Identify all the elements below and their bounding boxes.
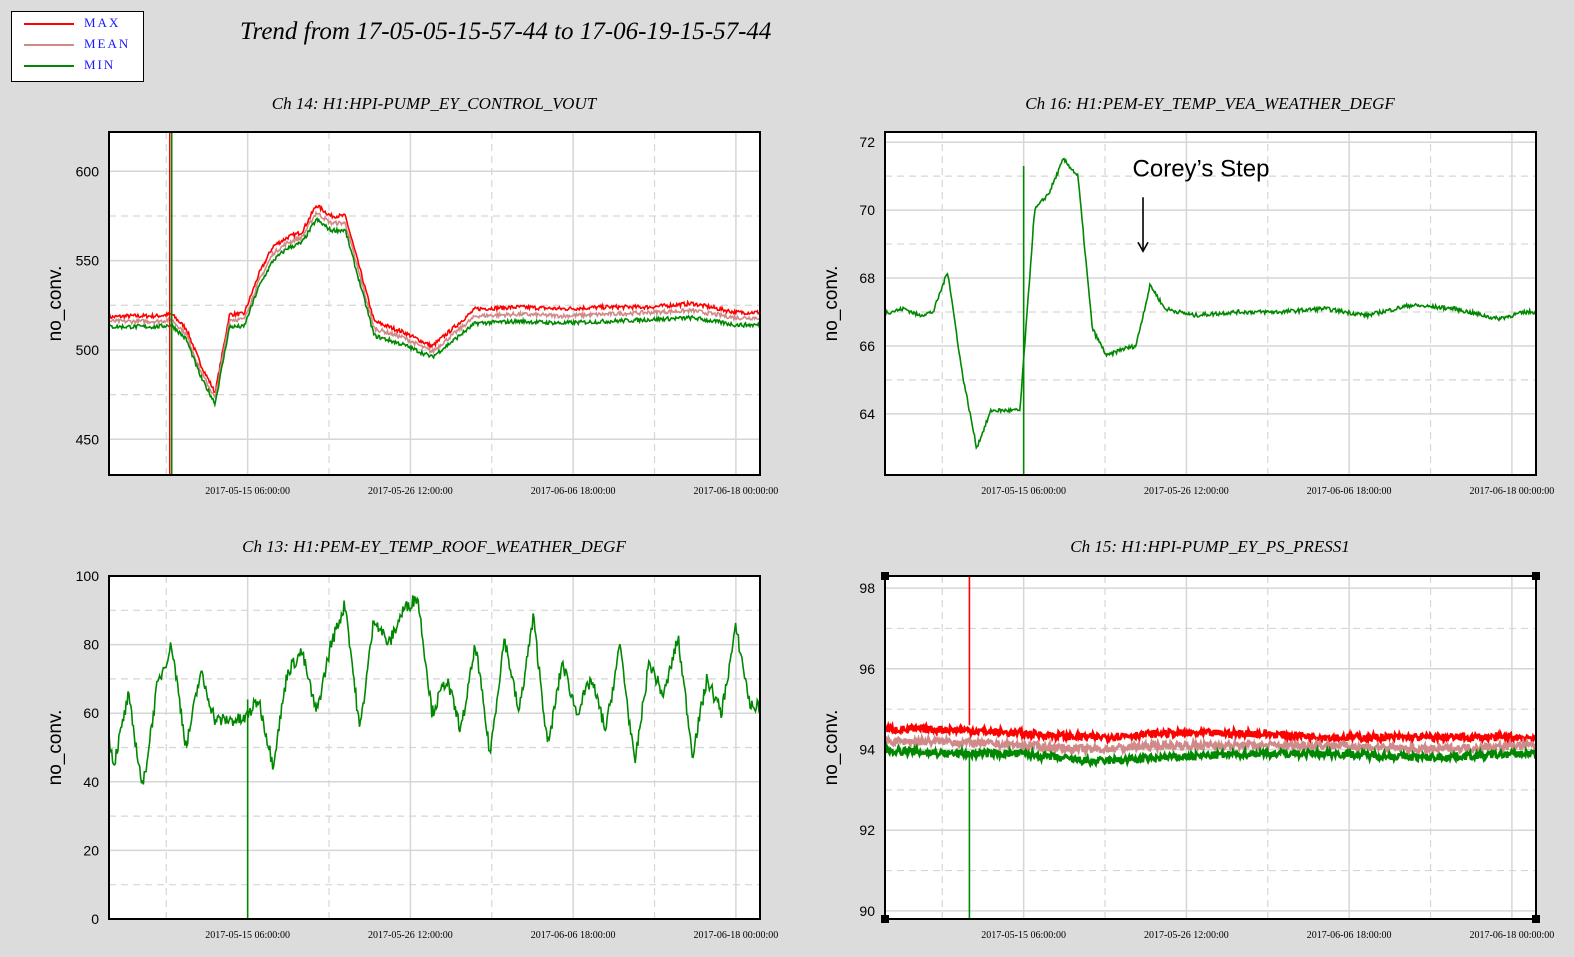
x-tick-label: 2017-05-26 12:00:00 <box>1144 486 1229 497</box>
x-tick-label: 2017-06-18 00:00:00 <box>694 486 779 497</box>
series-group <box>109 132 760 475</box>
y-tick-label: 94 <box>859 742 875 758</box>
plot-frame <box>108 131 761 476</box>
chart-title-ch15: Ch 15: H1:HPI-PUMP_EY_PS_PRESS1 <box>1070 537 1350 556</box>
series-line-mean <box>109 210 760 399</box>
x-tick-label: 2017-05-26 12:00:00 <box>1144 930 1229 941</box>
x-tick-label: 2017-05-15 06:00:00 <box>981 486 1066 497</box>
chart-panel-2: 0 20 40 60 80 100 2017-05-15 06:00:00 2017-05-2… <box>45 568 778 941</box>
y-tick-label: 0 <box>91 911 99 927</box>
selection-handle[interactable] <box>1532 572 1540 580</box>
series-group <box>885 157 1536 475</box>
series-line-max <box>885 720 1536 747</box>
legend-item-min: MIN <box>12 57 143 77</box>
selection-handle[interactable] <box>881 572 889 580</box>
y-tick-label: 100 <box>76 568 100 584</box>
chart-panel-3: 90 92 94 96 98 2017-05-15 06:00:00 2017-05-26 … <box>821 572 1554 941</box>
y-axis-label: no_conv. <box>45 266 66 342</box>
plot-frame <box>108 575 761 920</box>
page-title: Trend from 17-05-05-15-57-44 to 17-06-19… <box>240 18 772 45</box>
y-tick-label: 40 <box>83 774 99 790</box>
y-tick-label: 60 <box>83 705 99 721</box>
plot-area <box>109 132 760 475</box>
y-tick-label: 90 <box>859 903 875 919</box>
x-tick-label: 2017-06-06 18:00:00 <box>531 930 616 941</box>
x-tick-label: 2017-05-15 06:00:00 <box>205 930 290 941</box>
plot-frame <box>884 131 1537 476</box>
x-tick-label: 2017-05-15 06:00:00 <box>981 930 1066 941</box>
chart-panel-0: 450 500 550 600 2017-05-15 06:00:00 2017-05-2… <box>45 131 779 497</box>
legend-item-mean: MEAN <box>12 36 143 56</box>
series-line-min <box>109 217 760 408</box>
legend-swatch-mean <box>24 44 74 46</box>
x-tick-label: 2017-05-15 06:00:00 <box>205 486 290 497</box>
x-tick-label: 2017-06-06 18:00:00 <box>1307 486 1392 497</box>
series-line-max <box>109 204 760 394</box>
chart-title-ch16: Ch 16: H1:PEM-EY_TEMP_VEA_WEATHER_DEGF <box>1025 94 1395 113</box>
y-tick-label: 92 <box>859 822 875 838</box>
series-line-mean <box>885 732 1536 758</box>
x-tick-label: 2017-06-06 18:00:00 <box>531 486 616 497</box>
chart-title-ch14: Ch 14: H1:HPI-PUMP_EY_CONTROL_VOUT <box>271 94 597 113</box>
y-tick-label: 500 <box>76 342 100 358</box>
chart-title-ch13: Ch 13: H1:PEM-EY_TEMP_ROOF_WEATHER_DEGF <box>242 537 626 556</box>
series-line-min <box>885 742 1536 769</box>
legend-label-min: MIN <box>84 57 116 72</box>
legend-label-max: MAX <box>84 15 121 30</box>
annotation-text: Corey’s Step <box>1133 155 1270 182</box>
y-tick-label: 64 <box>859 406 875 422</box>
y-tick-label: 450 <box>76 431 100 447</box>
y-tick-label: 20 <box>83 842 99 858</box>
legend-swatch-min <box>24 65 74 67</box>
annotation-arrowhead <box>1137 241 1149 253</box>
selection-handle[interactable] <box>881 915 889 923</box>
legend: MAX MEAN MIN <box>11 11 144 82</box>
y-tick-label: 70 <box>859 202 875 218</box>
x-tick-label: 2017-06-18 00:00:00 <box>1470 930 1555 941</box>
series-line-min <box>885 157 1536 451</box>
y-axis-label: no_conv. <box>821 710 842 786</box>
y-tick-label: 550 <box>76 253 100 269</box>
x-tick-label: 2017-05-26 12:00:00 <box>368 486 453 497</box>
selection-handle[interactable] <box>1532 915 1540 923</box>
legend-label-mean: MEAN <box>84 36 131 51</box>
x-tick-label: 2017-05-26 12:00:00 <box>368 930 453 941</box>
y-tick-label: 66 <box>859 338 875 354</box>
series-group <box>885 576 1536 919</box>
series-line-min <box>109 595 760 785</box>
chart-panel-1: 64 66 68 70 72 2017-05-15 06:00:00 2017-05-26 … <box>821 131 1555 497</box>
y-tick-label: 68 <box>859 270 875 286</box>
x-tick-label: 2017-06-06 18:00:00 <box>1307 930 1392 941</box>
y-axis-label: no_conv. <box>45 710 66 786</box>
plot-area <box>885 132 1536 475</box>
x-tick-label: 2017-06-18 00:00:00 <box>1470 486 1555 497</box>
y-axis-label: no_conv. <box>821 266 842 342</box>
y-tick-label: 600 <box>76 163 100 179</box>
plot-frame <box>884 575 1537 920</box>
series-group <box>109 595 760 919</box>
legend-swatch-max <box>24 23 74 25</box>
x-tick-label: 2017-06-18 00:00:00 <box>694 930 779 941</box>
legend-item-max: MAX <box>12 15 143 35</box>
y-tick-label: 72 <box>859 134 875 150</box>
y-tick-label: 98 <box>859 580 875 596</box>
y-tick-label: 80 <box>83 637 99 653</box>
y-tick-label: 96 <box>859 661 875 677</box>
